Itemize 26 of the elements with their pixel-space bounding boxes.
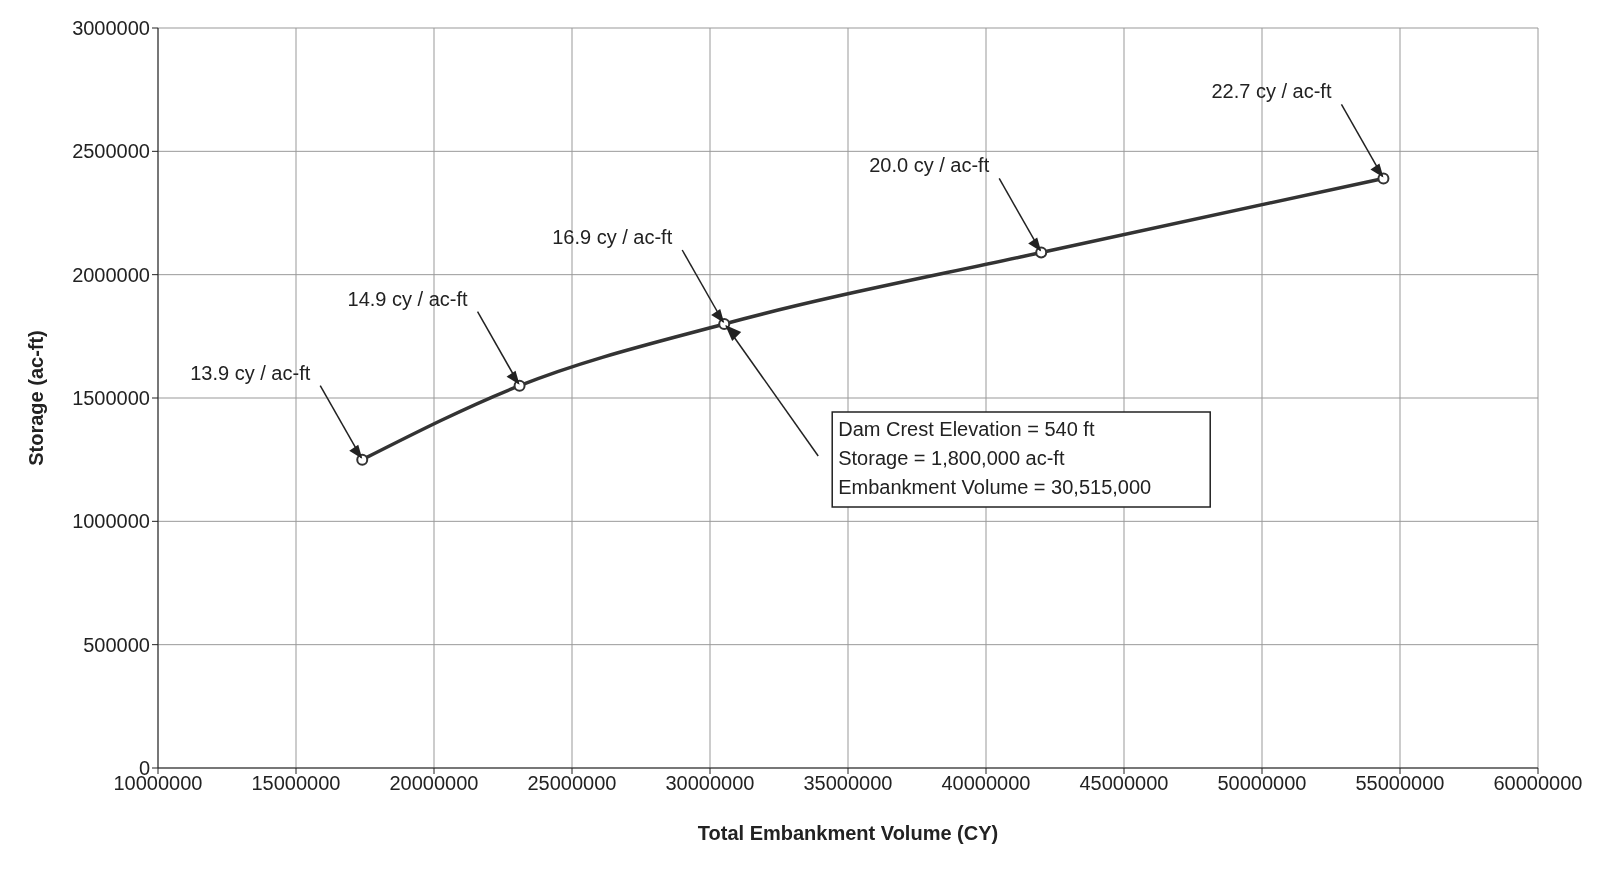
annotation: 13.9 cy / ac-ft — [190, 361, 311, 384]
y-tick-label: 2000000 — [72, 263, 150, 286]
annotation: 22.7 cy / ac-ft — [1211, 80, 1332, 103]
x-tick-label: 45000000 — [1079, 772, 1169, 795]
x-tick-label: 25000000 — [527, 772, 617, 795]
annotation: Dam Crest Elevation = 540 ft Storage = 1,800,000 ac-ft Embankment Volume = 30,515,000 — [838, 418, 1152, 498]
annotation: 16.9 cy / ac-ft — [552, 226, 673, 248]
x-tick-label: 55000000 — [1355, 772, 1445, 795]
annotation: 20.0 cy / ac-ft — [869, 154, 990, 177]
x-tick-label: 60000000 — [1493, 772, 1583, 795]
y-tick-label: 1500000 — [72, 387, 150, 410]
point — [356, 453, 369, 466]
y-tick-label: 3000000 — [72, 17, 150, 40]
point — [513, 379, 526, 392]
y-axis-title: Storage (ac-ft) — [25, 330, 48, 466]
x-tick-label: 20000000 — [389, 772, 479, 795]
annotation: 14.9 cy / ac-ft — [347, 287, 469, 310]
x-tick-label: 50000000 — [1217, 772, 1307, 795]
x-tick-label: 40000000 — [941, 772, 1031, 795]
y-tick-label: 2500000 — [72, 140, 150, 163]
x-tick-label: 15000000 — [251, 772, 341, 795]
y-tick-label: 1000000 — [72, 510, 150, 533]
x-tick-label: 30000000 — [665, 772, 755, 795]
x-tick-label: 35000000 — [803, 772, 893, 795]
x-axis-title: Total Embankment Volume (CY) — [697, 822, 999, 844]
y-tick-label: 500000 — [83, 633, 150, 656]
